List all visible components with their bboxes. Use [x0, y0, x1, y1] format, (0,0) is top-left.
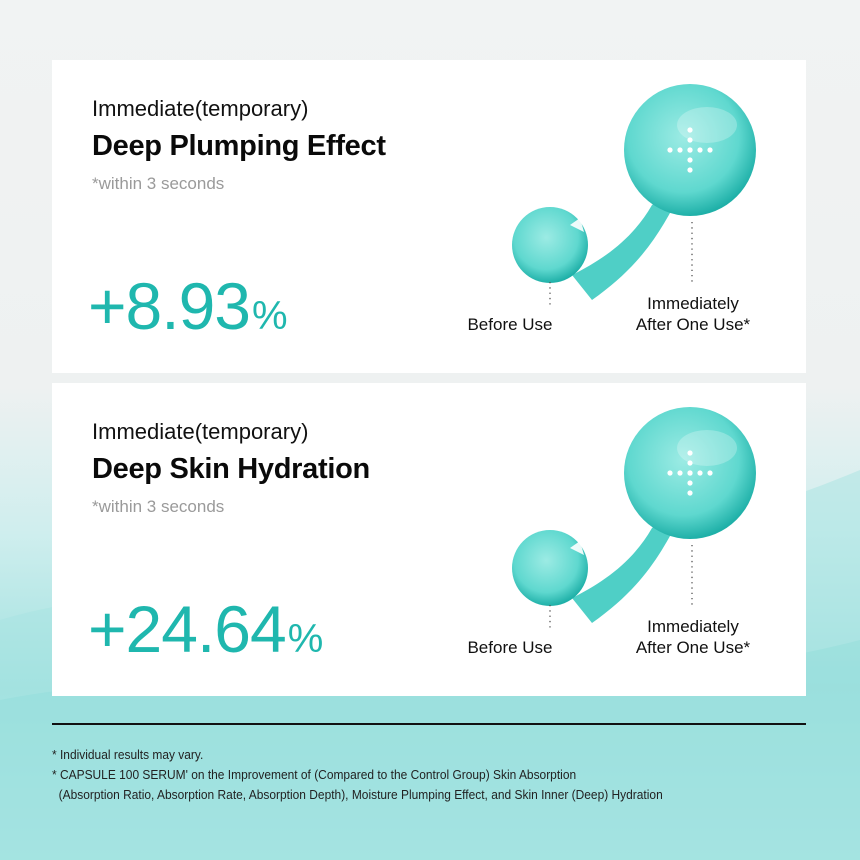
card-subtitle: Immediate(temporary): [92, 96, 309, 121]
card-subtitle: Immediate(temporary): [92, 419, 309, 444]
before-use-label: Before Use: [467, 315, 553, 334]
stat-unit: %: [252, 294, 288, 338]
footnote: * Individual results may vary.: [52, 747, 204, 762]
card-title: Deep Plumping Effect: [92, 130, 386, 162]
stat-value: +24.64%: [88, 591, 324, 667]
droplet-plus-icon: [512, 84, 756, 305]
after-label-line2: After One Use*: [635, 315, 751, 334]
hydration-card: Immediate(temporary) Deep Skin Hydration…: [52, 383, 806, 696]
footnote: (Absorption Ratio, Absorption Rate, Abso…: [52, 787, 663, 802]
after-label-line1: Immediately: [647, 294, 739, 313]
stat-number: +8.93: [88, 269, 251, 343]
after-label-line1: Immediately: [647, 617, 739, 636]
after-label-line2: After One Use*: [635, 638, 751, 657]
plumping-effect-card: Immediate(temporary) Deep Plumping Effec…: [52, 60, 806, 373]
card-note: *within 3 seconds: [92, 174, 225, 193]
stat-unit: %: [287, 617, 324, 661]
divider: [52, 723, 806, 725]
droplet-plus-icon: [512, 407, 756, 628]
card-note: *within 3 seconds: [92, 497, 225, 516]
before-use-label: Before Use: [467, 638, 553, 657]
stat-value: +8.93%: [88, 268, 288, 344]
stat-number: +24.64: [88, 592, 287, 666]
footnote: * CAPSULE 100 SERUM' on the Improvement …: [52, 767, 577, 782]
card-title: Deep Skin Hydration: [92, 453, 370, 485]
